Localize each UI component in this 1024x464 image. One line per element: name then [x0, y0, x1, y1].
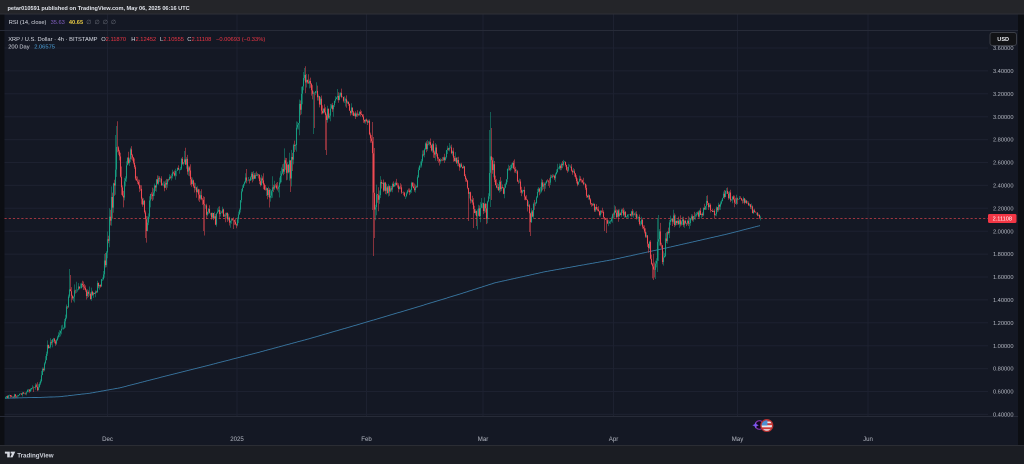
svg-text:3.40000: 3.40000	[993, 69, 1014, 75]
svg-text:Mar: Mar	[478, 436, 489, 443]
svg-text:200 Day: 200 Day	[8, 44, 30, 50]
svg-text:∅: ∅	[94, 19, 99, 26]
svg-text:Apr: Apr	[609, 436, 618, 443]
svg-text:Dec: Dec	[102, 436, 113, 443]
svg-text:3.20000: 3.20000	[993, 92, 1014, 98]
svg-text:1.00000: 1.00000	[993, 344, 1014, 350]
svg-text:Feb: Feb	[361, 436, 372, 443]
svg-text:40.65: 40.65	[69, 20, 83, 26]
svg-text:∅: ∅	[111, 19, 116, 26]
svg-text:petar010591 published on Tradi: petar010591 published on TradingView.com…	[8, 6, 190, 12]
svg-text:2025: 2025	[230, 436, 244, 443]
svg-text:−0.00693 (−0.33%): −0.00693 (−0.33%)	[216, 37, 265, 43]
svg-text:0.40000: 0.40000	[993, 413, 1014, 419]
svg-text:C2.11108: C2.11108	[187, 37, 211, 43]
svg-text:1.80000: 1.80000	[993, 252, 1014, 258]
svg-text:L2.10555: L2.10555	[160, 37, 184, 43]
svg-text:2.11108: 2.11108	[993, 217, 1012, 223]
svg-text:O2.11870: O2.11870	[101, 37, 126, 43]
svg-text:0.80000: 0.80000	[993, 367, 1014, 373]
svg-text:0.60000: 0.60000	[993, 390, 1014, 396]
svg-text:1.40000: 1.40000	[993, 298, 1014, 304]
svg-text:2.80000: 2.80000	[993, 138, 1014, 144]
svg-text:2.20000: 2.20000	[993, 206, 1014, 212]
svg-text:XRP / U.S. Dollar · 4h · BITST: XRP / U.S. Dollar · 4h · BITSTAMP	[8, 37, 97, 43]
svg-text:1.60000: 1.60000	[993, 275, 1014, 281]
svg-text:RSI (14, close): RSI (14, close)	[9, 20, 47, 26]
svg-text:∅: ∅	[86, 19, 91, 26]
svg-text:May: May	[732, 436, 744, 443]
svg-text:2.00000: 2.00000	[993, 229, 1014, 235]
svg-text:3.60000: 3.60000	[993, 46, 1014, 52]
svg-text:3.00000: 3.00000	[993, 115, 1014, 121]
svg-text:Jun: Jun	[863, 436, 873, 443]
svg-text:H2.12452: H2.12452	[131, 37, 156, 43]
svg-text:35.63: 35.63	[51, 20, 65, 26]
svg-text:1.20000: 1.20000	[993, 321, 1014, 327]
svg-text:2.60000: 2.60000	[993, 161, 1014, 167]
svg-text:USD: USD	[997, 37, 1009, 43]
svg-text:∅: ∅	[103, 19, 108, 26]
svg-text:2.40000: 2.40000	[993, 184, 1014, 190]
svg-text:TradingView: TradingView	[17, 453, 54, 460]
svg-text:2.06575: 2.06575	[34, 44, 55, 50]
